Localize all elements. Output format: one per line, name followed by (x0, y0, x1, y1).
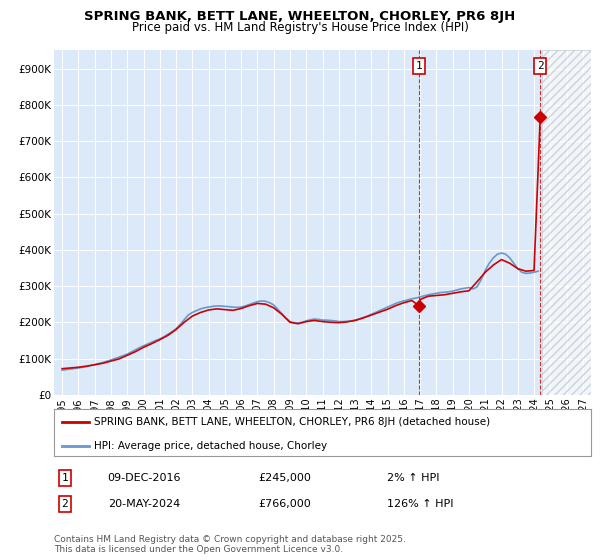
Text: SPRING BANK, BETT LANE, WHEELTON, CHORLEY, PR6 8JH: SPRING BANK, BETT LANE, WHEELTON, CHORLE… (85, 10, 515, 22)
Text: 2% ↑ HPI: 2% ↑ HPI (387, 473, 439, 483)
Text: SPRING BANK, BETT LANE, WHEELTON, CHORLEY, PR6 8JH (detached house): SPRING BANK, BETT LANE, WHEELTON, CHORLE… (94, 417, 490, 427)
Text: £766,000: £766,000 (258, 499, 311, 509)
Bar (542, 50, 591, 395)
Text: 09-DEC-2016: 09-DEC-2016 (108, 473, 181, 483)
Text: 2: 2 (537, 60, 544, 71)
Text: Price paid vs. HM Land Registry's House Price Index (HPI): Price paid vs. HM Land Registry's House … (131, 21, 469, 34)
Text: £245,000: £245,000 (258, 473, 311, 483)
Text: 126% ↑ HPI: 126% ↑ HPI (387, 499, 454, 509)
Text: 1: 1 (61, 473, 68, 483)
Text: 2: 2 (61, 499, 68, 509)
Text: HPI: Average price, detached house, Chorley: HPI: Average price, detached house, Chor… (94, 441, 328, 451)
Text: 1: 1 (416, 60, 422, 71)
Text: Contains HM Land Registry data © Crown copyright and database right 2025.
This d: Contains HM Land Registry data © Crown c… (54, 535, 406, 554)
Text: 20-MAY-2024: 20-MAY-2024 (108, 499, 180, 509)
